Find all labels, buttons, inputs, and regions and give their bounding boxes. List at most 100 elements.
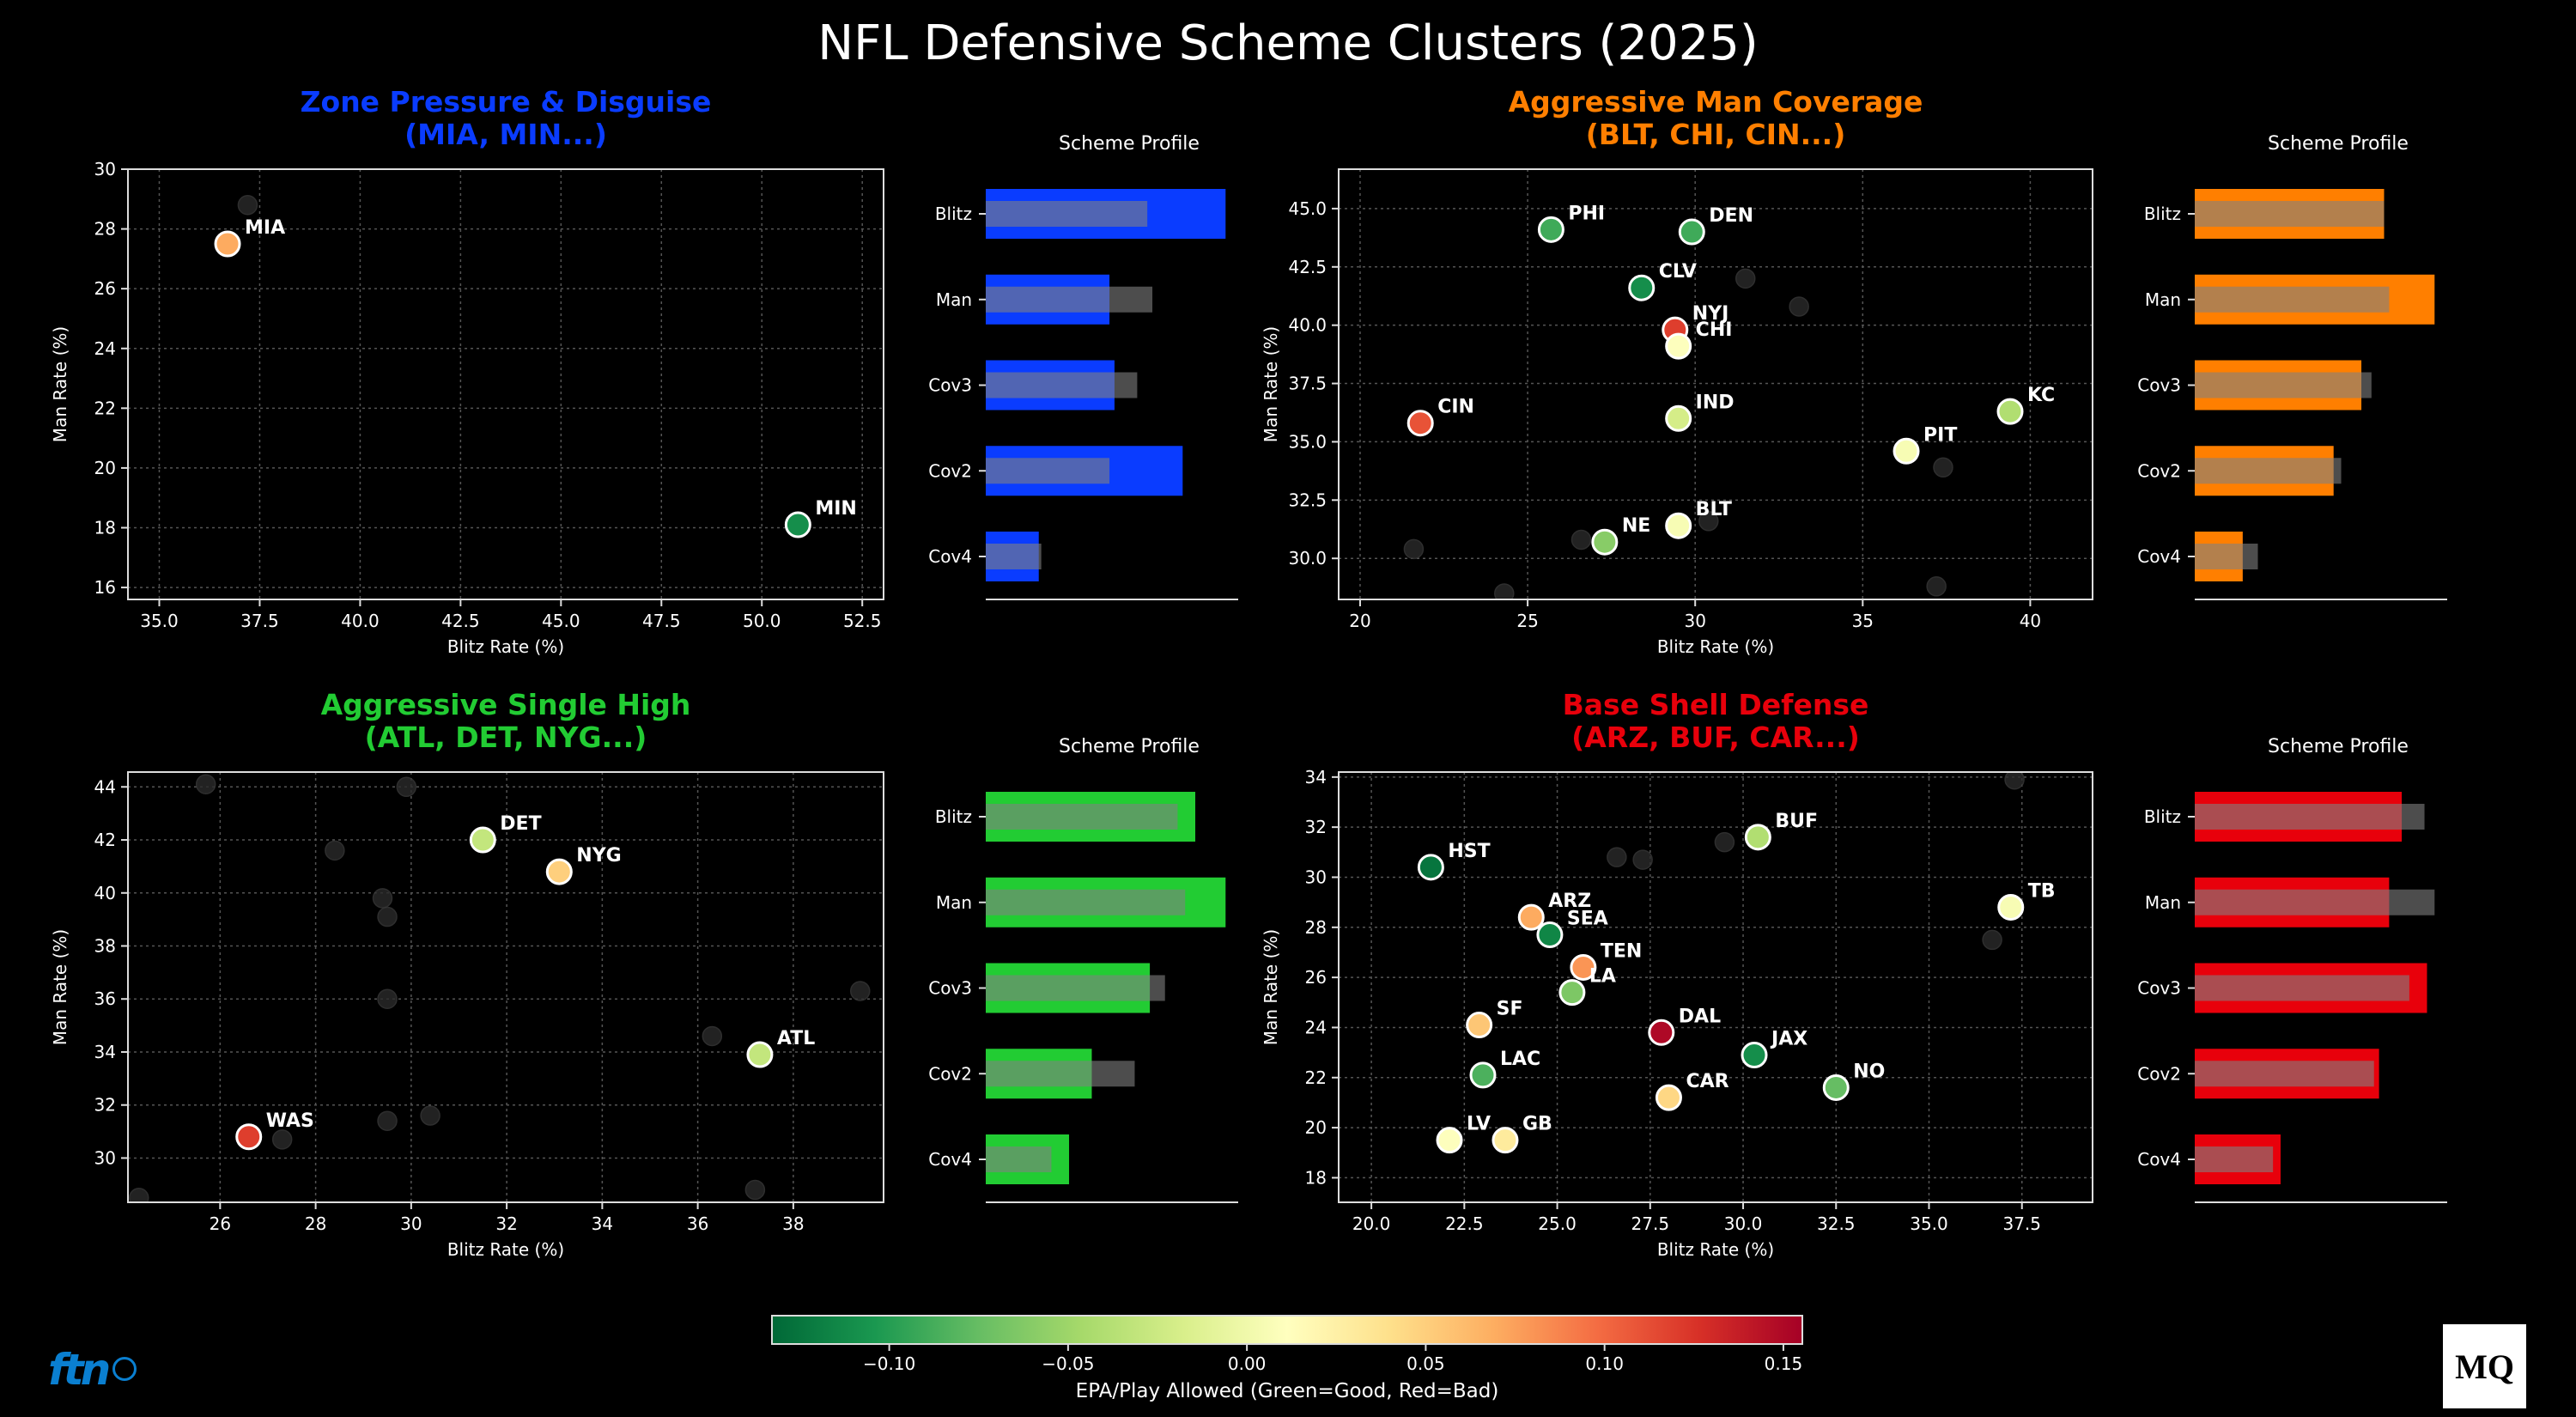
team-point-lv xyxy=(1436,1127,1463,1154)
team-point-ind xyxy=(1665,404,1692,432)
team-point-was xyxy=(235,1123,263,1151)
y-tick-label: 36 xyxy=(94,988,116,1009)
team-point-sea xyxy=(1536,921,1564,949)
team-point-clv xyxy=(1628,274,1656,301)
team-label: BLT xyxy=(1696,499,1732,520)
profile-category-label: Blitz xyxy=(2144,806,2181,827)
y-tick-label: 34 xyxy=(94,1042,116,1062)
team-point-dal xyxy=(1648,1019,1675,1046)
x-tick-label: 30 xyxy=(1684,611,1705,631)
y-tick-label: 34 xyxy=(1305,767,1327,788)
other-team-point xyxy=(849,981,871,1001)
y-tick-label: 18 xyxy=(94,518,116,538)
team-label: SF xyxy=(1497,999,1523,1020)
team-point-pit xyxy=(1893,437,1920,465)
team-point-sf xyxy=(1466,1012,1493,1039)
other-team-point xyxy=(325,840,345,861)
x-axis-label: Blitz Rate (%) xyxy=(1657,636,1774,657)
x-tick-label: 35 xyxy=(1852,611,1874,631)
y-tick-label: 45.0 xyxy=(1288,198,1327,219)
y-tick-label: 26 xyxy=(1305,967,1327,988)
team-point-mia xyxy=(214,230,241,258)
other-team-point xyxy=(1494,583,1515,599)
plot-frame xyxy=(1338,771,2093,1203)
team-label: IND xyxy=(1696,392,1735,413)
panel-subtitle: (BLT, CHI, CIN...) xyxy=(1586,118,1846,151)
profile-category-label: Cov2 xyxy=(928,460,972,481)
ftn-logo-ring-icon xyxy=(112,1357,137,1381)
x-tick-label: 28 xyxy=(305,1213,326,1234)
panel-title: Aggressive Single High xyxy=(321,688,691,721)
profile-bar-league-cov3 xyxy=(2195,372,2372,398)
y-tick-label: 35.0 xyxy=(1288,431,1327,452)
team-label: LA xyxy=(1589,966,1616,988)
profile-bar-league-man xyxy=(986,286,1153,313)
y-tick-label: 30 xyxy=(94,1147,116,1168)
team-label: ARZ xyxy=(1548,891,1591,912)
y-tick-label: 24 xyxy=(94,338,116,359)
other-team-point xyxy=(1714,831,1735,853)
x-axis-label: Blitz Rate (%) xyxy=(447,636,564,657)
profile-bar-league-man xyxy=(986,889,1186,915)
y-tick-label: 20 xyxy=(1305,1117,1327,1138)
profile-bar-league-cov4 xyxy=(2195,544,2258,569)
other-team-point xyxy=(420,1105,440,1126)
x-tick-label: 30 xyxy=(400,1213,422,1234)
team-label: KC xyxy=(2027,385,2055,406)
team-label: CHI xyxy=(1696,319,1733,341)
y-tick-label: 42 xyxy=(94,830,116,850)
panel-title: Zone Pressure & Disguise xyxy=(301,85,712,119)
colorbar-tick-label: 0.15 xyxy=(1765,1353,1803,1374)
y-tick-label: 28 xyxy=(1305,917,1327,938)
team-label: HST xyxy=(1448,841,1490,862)
y-axis-label: Man Rate (%) xyxy=(50,929,70,1045)
team-label: ATL xyxy=(777,1028,815,1049)
profile-category-label: Cov4 xyxy=(2137,1149,2181,1170)
other-team-point xyxy=(1926,576,1947,597)
team-point-ne xyxy=(1591,528,1619,556)
team-point-hst xyxy=(1417,854,1444,881)
profile-category-label: Cov2 xyxy=(2137,460,2181,481)
team-point-cin xyxy=(1406,410,1434,437)
panel-subtitle: (ATL, DET, NYG...) xyxy=(365,721,647,754)
x-tick-label: 36 xyxy=(687,1213,708,1234)
y-tick-label: 30.0 xyxy=(1288,548,1327,569)
profile-category-label: Blitz xyxy=(935,204,972,224)
team-label: WAS xyxy=(266,1110,314,1132)
team-label: DAL xyxy=(1679,1006,1721,1027)
cluster-panel-2: Aggressive Single High(ATL, DET, NYG...)… xyxy=(50,688,1238,1260)
colorbar-tick-label: −0.10 xyxy=(863,1353,915,1374)
x-tick-label: 45.0 xyxy=(542,611,580,631)
x-tick-label: 27.5 xyxy=(1631,1213,1670,1234)
cluster-panel-1: Aggressive Man Coverage(BLT, CHI, CIN...… xyxy=(1261,85,2447,657)
y-tick-label: 44 xyxy=(94,776,116,797)
page-title: NFL Defensive Scheme Clusters (2025) xyxy=(817,15,1759,71)
team-point-tb xyxy=(1997,893,2025,921)
x-axis-label: Blitz Rate (%) xyxy=(1657,1239,1774,1260)
plot-frame xyxy=(127,168,884,600)
y-tick-label: 37.5 xyxy=(1288,374,1327,394)
team-label: CAR xyxy=(1686,1071,1728,1092)
team-label: CLV xyxy=(1659,261,1697,283)
x-tick-label: 37.5 xyxy=(2002,1213,2041,1234)
profile-title: Scheme Profile xyxy=(1059,736,1200,757)
profile-bar-league-blitz xyxy=(2195,804,2425,830)
x-tick-label: 26 xyxy=(210,1213,231,1234)
plot-frame xyxy=(127,771,884,1203)
y-tick-label: 20 xyxy=(94,458,116,478)
x-tick-label: 32 xyxy=(495,1213,517,1234)
team-label: LV xyxy=(1467,1114,1491,1135)
team-label: MIN xyxy=(815,498,857,520)
profile-bar-league-cov2 xyxy=(2195,458,2342,484)
y-tick-label: 32.5 xyxy=(1288,490,1327,510)
x-tick-label: 25 xyxy=(1516,611,1538,631)
profile-bar-league-blitz xyxy=(2195,201,2385,227)
other-team-point xyxy=(271,1129,293,1150)
profile-category-label: Cov4 xyxy=(928,1149,972,1170)
other-team-point xyxy=(702,1025,723,1047)
team-point-det xyxy=(469,826,496,854)
x-tick-label: 35.0 xyxy=(1910,1213,1948,1234)
ftn-logo-text: ftn xyxy=(48,1345,111,1395)
other-team-point xyxy=(195,774,216,794)
team-label: CIN xyxy=(1437,397,1474,418)
